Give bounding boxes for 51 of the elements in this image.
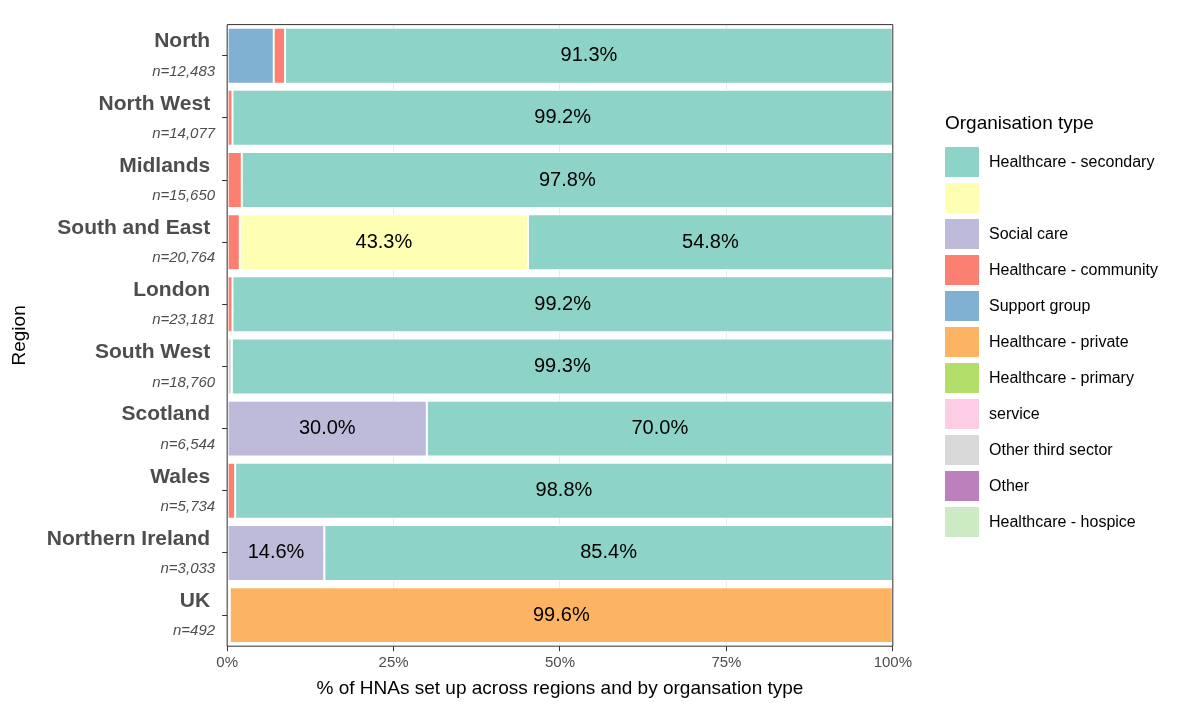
legend-label: Healthcare - hospice (989, 513, 1136, 531)
y-tick-label: Northern Ireland (46, 525, 211, 549)
legend-label: Support group (989, 297, 1091, 315)
data-label: 43.3% (355, 229, 413, 252)
legend-label: Healthcare - community (989, 261, 1158, 279)
data-label: 54.8% (682, 229, 739, 252)
legend-title: Organisation type (945, 112, 1095, 134)
x-axis-title: % of HNAs set up across regions and by organsation type (316, 676, 804, 698)
x-tick-label: 75% (711, 653, 742, 671)
text: n=12,483 (152, 61, 216, 79)
legend-label: Healthcare - primary (989, 369, 1134, 387)
x-tick-label: 25% (378, 653, 409, 671)
text: n=492 (173, 621, 216, 639)
data-label: 30.0% (298, 416, 356, 439)
legend-label: Other third sector (989, 441, 1113, 459)
x-tick-label: 50% (544, 653, 575, 671)
x-tick-label: 100% (873, 653, 913, 671)
data-label: 99.6% (532, 602, 590, 625)
text: n=6,544 (160, 434, 216, 452)
y-tick-label: North (154, 28, 211, 52)
text: n=15,650 (152, 186, 216, 204)
legend-label: service (989, 405, 1040, 423)
text: n=18,760 (152, 372, 216, 390)
text: n=14,077 (152, 124, 216, 142)
text: n=23,181 (152, 310, 216, 328)
legend-label: Other (989, 477, 1030, 495)
legend-label: Social care (989, 225, 1069, 243)
y-axis-title: Region (7, 305, 29, 366)
legend-label: Healthcare - private (989, 333, 1129, 351)
text: n=20,764 (152, 248, 216, 266)
data-label: 98.8% (535, 478, 593, 501)
y-tick-label: Scotland (121, 401, 211, 425)
y-tick-label: North West (98, 90, 211, 114)
data-label: 14.6% (247, 540, 305, 563)
y-tick-label: London (133, 277, 211, 301)
y-tick-label: South West (95, 339, 211, 363)
y-tick-label: UK (179, 587, 211, 611)
y-tick-label: Midlands (119, 152, 211, 176)
data-label: 99.3% (533, 354, 591, 376)
y-tick-label: Wales (150, 463, 211, 487)
data-label: 70.0% (631, 416, 689, 439)
text: n=3,033 (160, 559, 216, 577)
data-label: 85.4% (580, 540, 638, 563)
text: n=5,734 (160, 496, 216, 514)
x-tick-label: 0% (216, 653, 238, 671)
data-label: 99.2% (534, 105, 592, 128)
legend-label: Healthcare - secondary (989, 153, 1155, 171)
data-label: 97.8% (538, 167, 596, 190)
y-tick-label: South and East (57, 214, 211, 238)
data-label: 91.3% (560, 43, 618, 66)
data-label: 99.2% (534, 291, 592, 314)
